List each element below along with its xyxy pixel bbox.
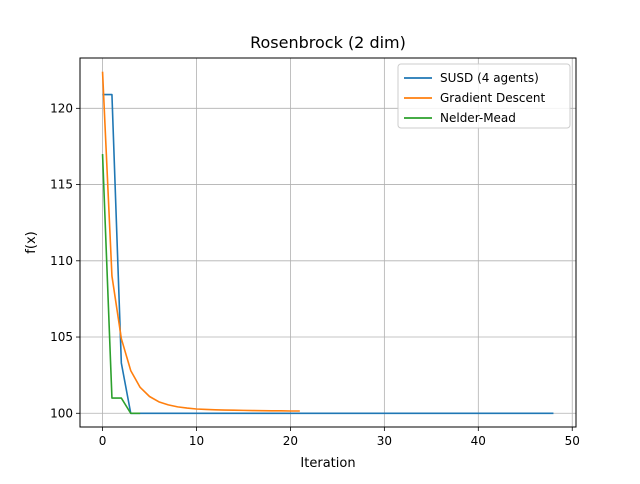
- series-lines: [101, 71, 554, 415]
- x-tick-label: 20: [283, 434, 298, 448]
- legend-box: [397, 63, 571, 129]
- chart-title: Rosenbrock (2 dim): [250, 33, 406, 52]
- x-tick-label: 0: [99, 434, 107, 448]
- y-tick-label: 110: [50, 254, 73, 268]
- x-tick-label: 40: [471, 434, 486, 448]
- axes-frame: [79, 57, 577, 428]
- series-line-0: [102, 93, 554, 415]
- y-tick-label: 105: [50, 330, 73, 344]
- y-tick-label: 120: [50, 101, 73, 115]
- axis-ticks: 0 10 20 30 40 50 100 105 110 115 120: [50, 101, 580, 448]
- y-tick-label: 115: [50, 178, 73, 192]
- legend-label-2: Nelder-Mead: [440, 111, 516, 125]
- legend: SUSD (4 agents) Gradient Descent Nelder-Me…: [397, 63, 571, 129]
- x-axis-label: Iteration: [300, 456, 355, 471]
- series-line-1: [101, 71, 300, 412]
- x-tick-label: 10: [189, 434, 204, 448]
- legend-label-0: SUSD (4 agents): [440, 71, 539, 85]
- x-tick-label: 50: [565, 434, 580, 448]
- y-tick-label: 100: [50, 406, 73, 420]
- legend-label-1: Gradient Descent: [440, 91, 546, 105]
- y-axis-label: f(x): [24, 231, 39, 253]
- series-line-2: [101, 154, 141, 415]
- x-tick-label: 30: [377, 434, 392, 448]
